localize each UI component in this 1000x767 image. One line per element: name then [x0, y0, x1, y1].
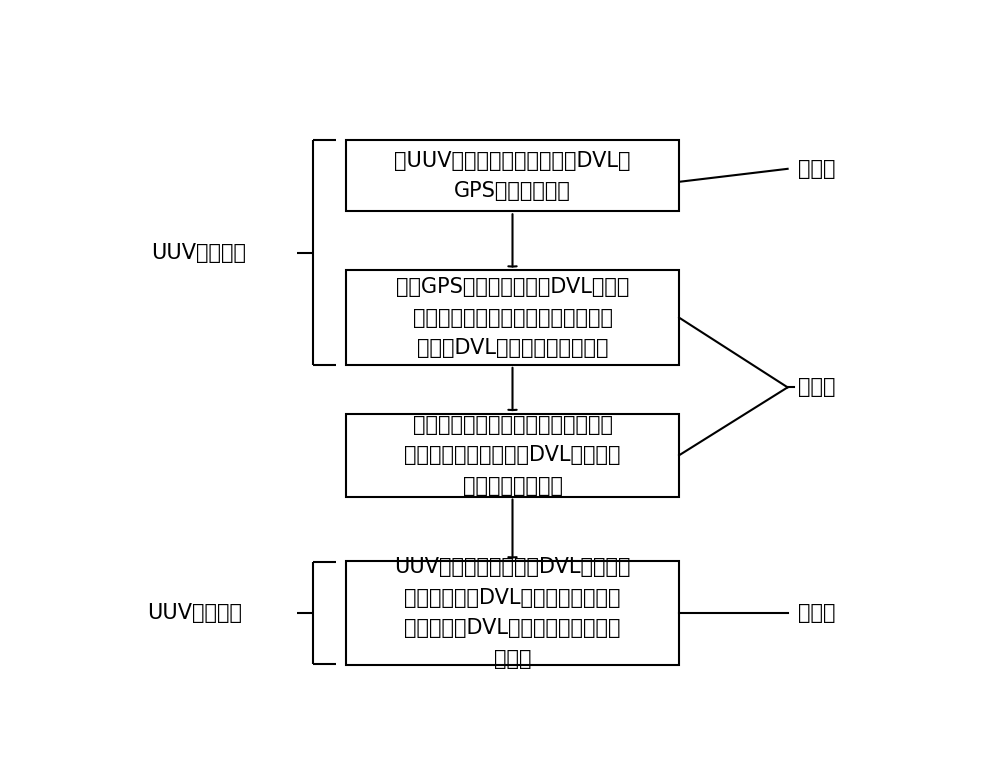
FancyBboxPatch shape [346, 414, 679, 496]
FancyBboxPatch shape [346, 140, 679, 212]
Text: UUV水面航行: UUV水面航行 [151, 242, 246, 262]
Text: UUV水下航行: UUV水下航行 [147, 603, 242, 623]
Text: 运用GPS所测速度信息与DVL所测速
度信息进行比对，得出可将有色噪声
白化的DVL测速噪声成型滤波器: 运用GPS所测速度信息与DVL所测速 度信息进行比对，得出可将有色噪声 白化的D… [396, 277, 629, 358]
Text: 步骤三: 步骤三 [798, 603, 835, 623]
FancyBboxPatch shape [346, 561, 679, 665]
Text: 令UUV在水面航行，同时得出DVL和
GPS所测速度信息: 令UUV在水面航行，同时得出DVL和 GPS所测速度信息 [394, 150, 631, 201]
Text: UUV在水下航行，运用DVL测速噪声
成型滤波器及DVL测速噪声增广卡尔
曼滤波器对DVL所测速度信息进行去
噪运算: UUV在水下航行，运用DVL测速噪声 成型滤波器及DVL测速噪声增广卡尔 曼滤波… [394, 558, 631, 669]
FancyBboxPatch shape [346, 271, 679, 365]
Text: 基于得出的成型滤波器对卡尔曼滤波
器进行增广扩展，得到DVL测速噪声
增广卡尔曼滤波器: 基于得出的成型滤波器对卡尔曼滤波 器进行增广扩展，得到DVL测速噪声 增广卡尔曼… [404, 415, 621, 495]
Text: 步骤二: 步骤二 [798, 377, 835, 397]
Text: 步骤一: 步骤一 [798, 159, 835, 179]
